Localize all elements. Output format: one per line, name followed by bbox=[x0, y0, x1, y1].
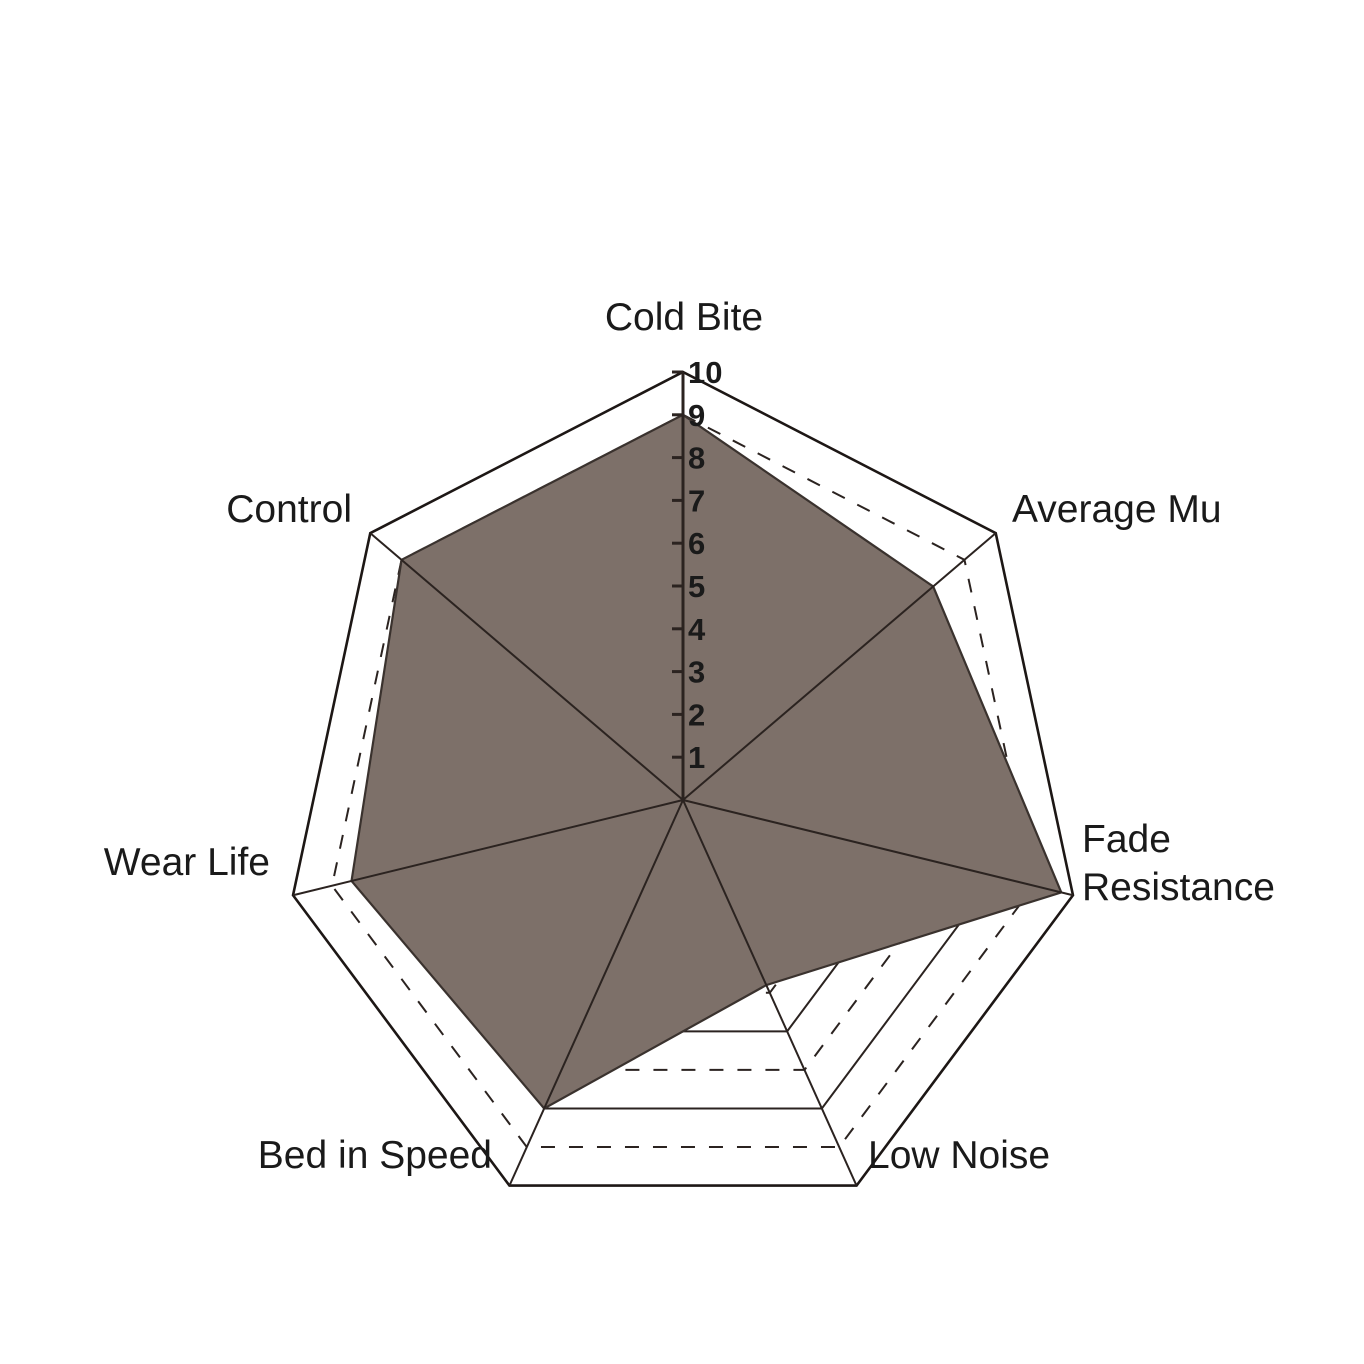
axis-label-5: Wear Life bbox=[104, 841, 270, 884]
scale-tick-label-10: 10 bbox=[688, 355, 722, 390]
tick-label-layer: 10 9 8 7 6 5 4 3 2 1 bbox=[688, 355, 722, 775]
axis-spoke-5 bbox=[292, 799, 684, 897]
vertical-axis-layer bbox=[672, 370, 685, 800]
axis-label-1: Average Mu bbox=[1012, 488, 1222, 531]
scale-tick-label-9: 9 bbox=[688, 398, 705, 433]
spoke-layer bbox=[292, 532, 1074, 1187]
axis-label-0: Cold Bite bbox=[605, 296, 763, 339]
axis-label-3: Low Noise bbox=[868, 1134, 1050, 1177]
scale-tick-label-6: 6 bbox=[688, 526, 705, 561]
axis-label-6: Control bbox=[226, 488, 352, 531]
scale-tick-label-7: 7 bbox=[688, 483, 705, 518]
scale-tick-label-3: 3 bbox=[688, 655, 705, 690]
series-polygon-0 bbox=[350, 413, 1063, 1110]
series-polygon-layer bbox=[350, 413, 1063, 1110]
axis-label-layer: Cold Bite Average Mu Fade Resistance Low Noi… bbox=[104, 296, 1275, 1177]
axis-spoke-2 bbox=[682, 799, 1074, 897]
scale-tick-label-1: 1 bbox=[688, 740, 705, 775]
axis-label-2-line1: Fade bbox=[1082, 818, 1171, 861]
scale-tick-label-2: 2 bbox=[688, 697, 705, 732]
axis-spoke-4 bbox=[508, 799, 684, 1187]
grid-ring-9 bbox=[330, 413, 1036, 1149]
axis-label-2-line2: Resistance bbox=[1082, 866, 1275, 909]
scale-tick-label-4: 4 bbox=[688, 612, 706, 647]
scale-tick-label-5: 5 bbox=[688, 569, 705, 604]
axis-spoke-6 bbox=[369, 532, 684, 801]
grid-ring-outer bbox=[291, 370, 1075, 1187]
axis-spoke-1 bbox=[682, 532, 997, 801]
scale-tick-label-8: 8 bbox=[688, 441, 705, 476]
axis-label-4: Bed in Speed bbox=[258, 1134, 492, 1177]
axis-spoke-3 bbox=[682, 799, 858, 1187]
